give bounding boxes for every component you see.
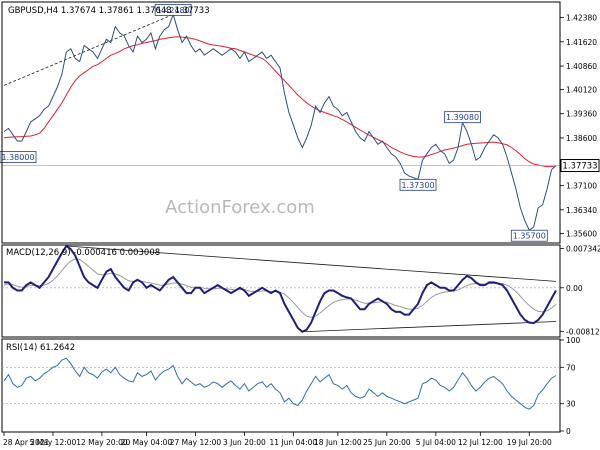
price-y-axis: 1.42380 1.41620 1.40860 1.40120 1.39360 1.386… <box>560 14 597 238</box>
rsi-tick-label: 0 <box>566 427 571 436</box>
x-tick-label: 18 Jun 12:00 <box>314 438 362 447</box>
price-tick-label: 1.35600 <box>566 229 597 238</box>
x-tick-label: 5 Jul 04:00 <box>416 438 456 447</box>
annotation-box <box>0 151 37 163</box>
annotation-box <box>444 111 481 124</box>
x-tick-label: 20 May 04:00 <box>121 438 173 447</box>
macd-tick-label: -0.008126 <box>566 327 600 336</box>
x-tick-label: 11 Jun 04:00 <box>270 438 318 447</box>
x-tick-label: 25 Jun 20:00 <box>363 438 411 447</box>
price-tick-label: 1.40120 <box>566 86 597 95</box>
price-panel: ActionForex.com 1.42480 1.38000 1.37300 1.3… <box>0 1 600 244</box>
macd-tick-label: 0.007342 <box>566 244 600 253</box>
price-level-annotation: 1.42480 <box>154 4 192 16</box>
macd-trendline <box>302 321 557 333</box>
macd-frame <box>1 244 561 338</box>
price-level-annotation: 1.38000 <box>0 151 37 163</box>
price-line <box>3 12 557 231</box>
macd-trendline <box>66 245 557 282</box>
macd-line <box>4 244 557 333</box>
annotation-box <box>510 229 548 242</box>
rsi-header: RSI(14) 61.2642 <box>6 343 75 353</box>
rsi-level-lines <box>2 366 560 405</box>
x-tick-label: 27 May 12:00 <box>170 438 222 447</box>
price-tick-label: 1.37100 <box>566 182 597 191</box>
x-tick-label: 12 Jul 12:00 <box>458 438 503 447</box>
annotation-box <box>154 4 192 16</box>
current-price-box <box>560 159 600 173</box>
macd-trendlines <box>66 245 557 333</box>
price-trendline-segment <box>3 14 174 86</box>
price-trendline <box>3 14 174 86</box>
price-tick-label: 1.36340 <box>566 206 597 215</box>
x-tick-label: 3 Jun 20:00 <box>223 438 266 447</box>
macd-tick-label: 0.00 <box>566 284 583 293</box>
price-header: GBPUSD,H4 1.37674 1.37861 1.37643 1.3773… <box>8 6 210 16</box>
x-tick-label: 12 May 20:00 <box>76 438 128 447</box>
rsi-line <box>3 357 557 410</box>
macd-y-axis: 0.007342 0.00 -0.008126 <box>560 244 600 336</box>
price-tick-label: 1.38600 <box>566 134 597 143</box>
annotation-label: 1.39080 <box>446 113 479 122</box>
rsi-panel: 100 70 30 0 RSI(14) 61.2642 <box>1 336 581 436</box>
price-tick-label: 1.39360 <box>566 110 597 119</box>
rsi-tick-label: 100 <box>566 336 581 345</box>
current-price-label: 1.37733 <box>562 162 597 172</box>
price-level-annotation: 1.37300 <box>399 178 437 191</box>
price-level-annotation: 1.35700 <box>510 229 548 242</box>
rsi-tick-label: 30 <box>566 400 576 409</box>
price-level-annotation: 1.39080 <box>444 111 481 124</box>
rsi-tick-label: 70 <box>566 363 576 372</box>
price-frame <box>1 1 561 244</box>
x-tick-label: 19 Jul 20:00 <box>507 438 552 447</box>
macd-panel: 0.007342 0.00 -0.008126 MACD(12,26,9) -0.0… <box>1 244 600 338</box>
macd-header: MACD(12,26,9) -0.000416 0.003008 <box>6 248 160 258</box>
annotation-label: 1.37300 <box>401 181 434 190</box>
price-tick-label: 1.40860 <box>566 62 597 71</box>
annotation-box <box>399 178 437 191</box>
annotation-label: 1.35700 <box>513 232 546 241</box>
rsi-y-axis: 100 70 30 0 <box>560 336 581 436</box>
price-watermark: ActionForex.com <box>165 197 315 218</box>
price-annotations: 1.42480 1.38000 1.37300 1.39080 1.35700 <box>0 4 548 242</box>
price-tick-label: 1.42380 <box>566 14 597 23</box>
moving-average-line <box>3 36 557 168</box>
annotation-label: 1.38000 <box>1 153 34 162</box>
annotation-label: 1.42480 <box>157 6 190 15</box>
x-tick-label: 28 Apr 2021 <box>3 438 50 447</box>
price-tick-label: 1.41620 <box>566 38 597 47</box>
rsi-frame <box>1 338 561 433</box>
x-tick-label: 5 May 12:00 <box>30 438 77 447</box>
